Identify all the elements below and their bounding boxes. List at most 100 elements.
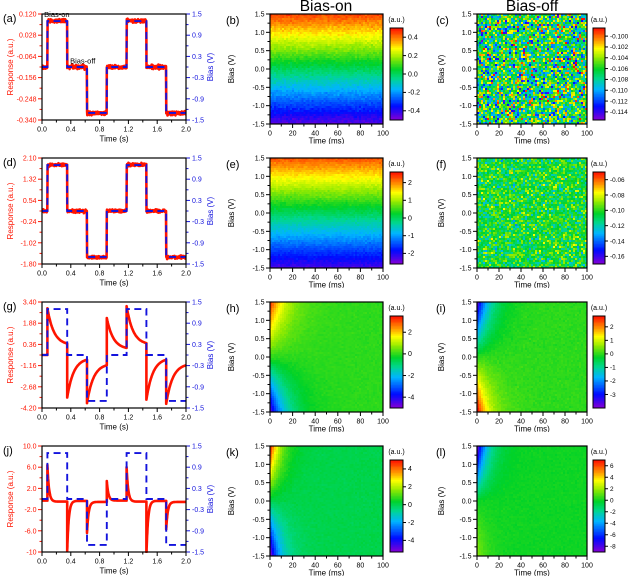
svg-text:Response (a.u.): Response (a.u.): [6, 470, 15, 527]
svg-text:-1.5: -1.5: [192, 550, 204, 557]
svg-text:(a.u.): (a.u.): [388, 305, 404, 312]
svg-text:Bias (V): Bias (V): [206, 52, 215, 81]
svg-text:-6: -6: [610, 532, 616, 539]
panel-i-heatmap: [477, 302, 587, 412]
svg-text:Bias (V): Bias (V): [437, 342, 446, 371]
svg-text:-1.5: -1.5: [252, 266, 264, 273]
svg-text:1.0: 1.0: [462, 30, 472, 37]
panel-g: 0.0 0.4 0.8 1.2 1.6 2.0 Time (s) 3.40 1.88 0.36 -1…: [0, 288, 220, 432]
svg-text:(a.u.): (a.u.): [591, 449, 607, 456]
svg-text:1.5: 1.5: [192, 12, 202, 19]
svg-text:1: 1: [408, 198, 412, 205]
panel-c-axes: 0 20 40 60 80 100 Time (ms) 1.5 1.0 0.5 0.0 -0.5 -1.…: [436, 12, 629, 145]
svg-text:Time (s): Time (s): [99, 135, 128, 144]
svg-text:Bias (V): Bias (V): [437, 486, 446, 515]
svg-text:-1.02: -1.02: [21, 240, 37, 247]
svg-text:-0.12: -0.12: [610, 223, 625, 230]
svg-text:-1.0: -1.0: [252, 535, 264, 542]
svg-text:60: 60: [334, 563, 342, 570]
svg-text:(a.u.): (a.u.): [591, 17, 607, 24]
svg-text:0.5: 0.5: [255, 480, 265, 487]
svg-text:-0.106: -0.106: [610, 66, 629, 73]
svg-text:(a.u.): (a.u.): [591, 161, 607, 168]
panel-k: 0 20 40 60 80 100 Time (ms) 1.5 1.0 0.5 0.0 -0.5 -1.…: [220, 432, 430, 576]
svg-text:Bias (V): Bias (V): [227, 342, 236, 371]
svg-text:0.54: 0.54: [23, 198, 37, 205]
svg-text:0.5: 0.5: [255, 192, 265, 199]
svg-text:2.10: 2.10: [23, 156, 37, 163]
svg-text:-0.9: -0.9: [192, 96, 204, 103]
svg-text:-0.5: -0.5: [459, 373, 471, 380]
svg-text:0.0: 0.0: [462, 211, 472, 218]
svg-text:-1: -1: [610, 365, 616, 372]
svg-text:1.2: 1.2: [124, 559, 134, 566]
svg-text:Bias (V): Bias (V): [206, 484, 215, 513]
svg-text:0.5: 0.5: [462, 48, 472, 55]
svg-text:6: 6: [610, 463, 614, 470]
panel-h-heatmap: [270, 302, 383, 412]
svg-text:1.5: 1.5: [255, 300, 265, 307]
svg-text:20: 20: [289, 419, 297, 426]
panel-d-plot: 0.0 0.4 0.8 1.2 1.6 2.0 Time (s) 2.10 1.32 0.54 -0…: [3, 156, 215, 288]
svg-text:1.5: 1.5: [192, 156, 202, 163]
svg-text:Time (ms): Time (ms): [514, 137, 550, 145]
svg-text:40: 40: [517, 563, 525, 570]
panel-j: 0.0 0.4 0.8 1.2 1.6 2.0 Time (s) 10.0 6.0 2.0 -2.0…: [0, 432, 220, 576]
svg-text:60: 60: [539, 131, 547, 138]
svg-text:Bias (V): Bias (V): [227, 486, 236, 515]
svg-text:0.3: 0.3: [192, 198, 202, 205]
svg-text:0.4: 0.4: [408, 35, 418, 42]
svg-text:(j): (j): [3, 445, 13, 457]
svg-text:(f): (f): [436, 159, 446, 171]
panel-j-plot: 0.0 0.4 0.8 1.2 1.6 2.0 Time (s) 10.0 6.0 2.0 -2.0…: [3, 444, 215, 576]
svg-text:100: 100: [377, 563, 389, 570]
svg-text:-10: -10: [26, 550, 36, 557]
svg-text:Bias-on: Bias-on: [44, 10, 69, 19]
panel-d: 0.0 0.4 0.8 1.2 1.6 2.0 Time (s) 2.10 1.32 0.54 -0…: [0, 144, 220, 288]
svg-text:-0.9: -0.9: [192, 384, 204, 391]
panel-k-colorbar: [390, 460, 403, 552]
svg-text:2: 2: [408, 330, 412, 337]
svg-text:1.5: 1.5: [462, 444, 472, 451]
svg-text:0.36: 0.36: [23, 342, 37, 349]
svg-text:1: 1: [610, 338, 614, 345]
svg-text:Time (ms): Time (ms): [309, 569, 345, 576]
svg-text:0.4: 0.4: [66, 559, 76, 566]
svg-text:Time (ms): Time (ms): [514, 281, 550, 289]
svg-text:Bias-off: Bias-off: [70, 57, 96, 66]
svg-text:1.2: 1.2: [124, 271, 134, 278]
svg-text:-1.5: -1.5: [459, 266, 471, 273]
svg-text:0.5: 0.5: [462, 336, 472, 343]
svg-text:0.0: 0.0: [255, 67, 265, 74]
svg-text:-0.108: -0.108: [610, 77, 629, 84]
svg-text:0.4: 0.4: [66, 271, 76, 278]
panel-a: 0.0 0.4 0.8 1.2 1.6 2.0 Time (s) 0.120 0.028 -0.0…: [0, 0, 220, 144]
svg-text:0.0: 0.0: [462, 67, 472, 74]
svg-text:60: 60: [334, 419, 342, 426]
svg-text:Bias (V): Bias (V): [206, 340, 215, 369]
svg-text:-0.16: -0.16: [610, 254, 625, 261]
svg-text:1.6: 1.6: [152, 559, 162, 566]
svg-text:10.0: 10.0: [23, 444, 37, 451]
svg-text:1.5: 1.5: [192, 444, 202, 451]
panel-e-colorbar: [390, 172, 403, 264]
svg-text:0.9: 0.9: [192, 465, 202, 472]
svg-text:0.120: 0.120: [19, 12, 37, 19]
svg-text:Bias (V): Bias (V): [227, 198, 236, 227]
svg-text:0.0: 0.0: [37, 271, 47, 278]
svg-text:6.0: 6.0: [27, 465, 37, 472]
svg-text:(g): (g): [3, 301, 16, 313]
svg-text:0.8: 0.8: [95, 415, 105, 422]
svg-text:0.3: 0.3: [192, 342, 202, 349]
svg-text:-1.5: -1.5: [192, 118, 204, 125]
svg-text:-1.5: -1.5: [252, 554, 264, 561]
svg-text:Time (ms): Time (ms): [309, 281, 345, 289]
svg-text:-1.0: -1.0: [459, 391, 471, 398]
svg-text:0.4: 0.4: [66, 127, 76, 134]
svg-text:-4: -4: [408, 394, 414, 401]
svg-text:-0.5: -0.5: [459, 517, 471, 524]
svg-text:(d): (d): [3, 157, 16, 169]
svg-text:0.5: 0.5: [255, 336, 265, 343]
